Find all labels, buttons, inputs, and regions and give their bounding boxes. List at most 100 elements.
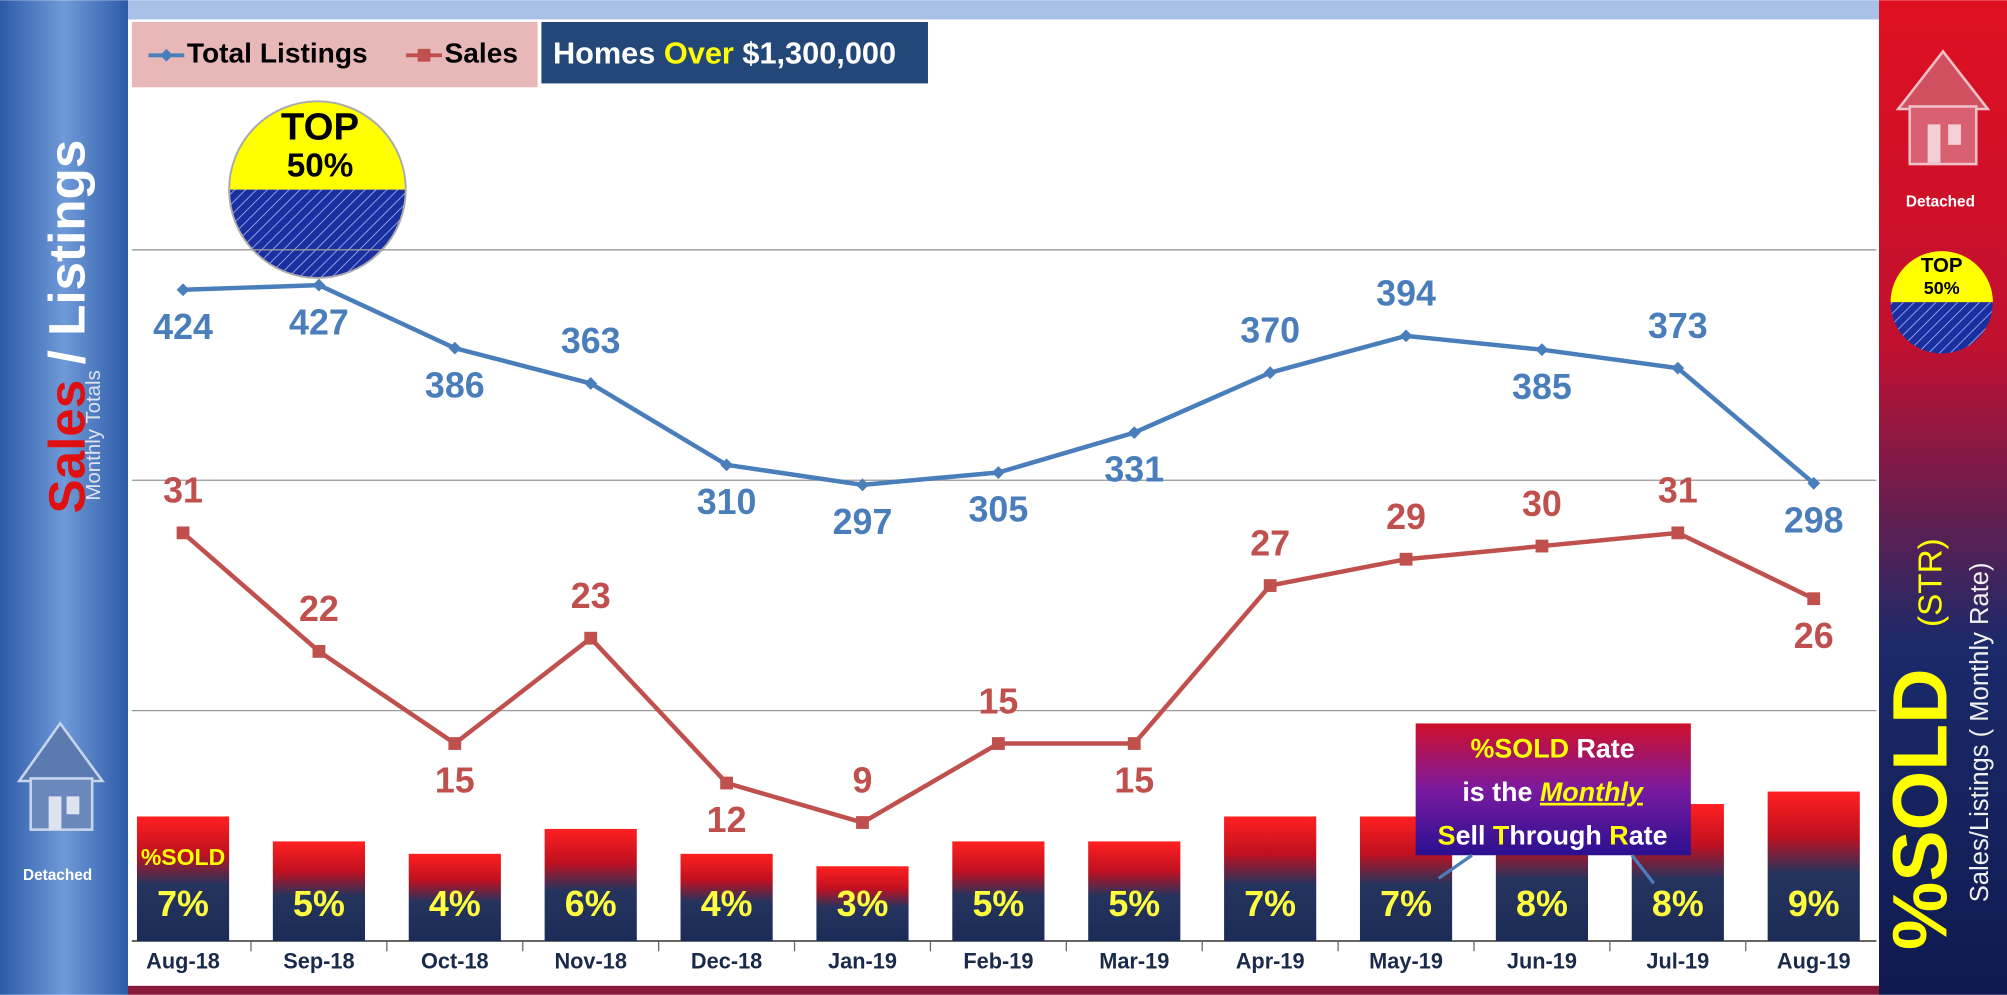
- bar: [1088, 841, 1181, 942]
- house-icon: [16, 721, 105, 831]
- data-label: 373: [1648, 306, 1708, 346]
- marker: [312, 644, 326, 658]
- marker: [312, 278, 326, 292]
- x-tick-label: Jul-19: [1646, 949, 1709, 974]
- bar: [816, 866, 909, 942]
- marker: [1263, 579, 1277, 592]
- bar: [952, 841, 1045, 942]
- bar: [136, 816, 230, 942]
- marker: [1399, 329, 1413, 343]
- marker: [1671, 526, 1685, 540]
- annotation-line: Sell Through Rate: [1438, 820, 1668, 850]
- bar-label: 5%: [1108, 884, 1160, 924]
- badge-text: TOP: [1921, 254, 1963, 277]
- legend-marker: [159, 48, 173, 62]
- annotation-part: %SOLD: [1471, 733, 1570, 763]
- annotation-part: ell: [1456, 820, 1493, 850]
- data-label: 394: [1376, 274, 1436, 314]
- data-label: 15: [978, 681, 1018, 721]
- top-bar: [127, 0, 1880, 20]
- data-label: 15: [1114, 761, 1154, 801]
- left-title-text: Sales / Listings: [38, 140, 95, 514]
- data-label: 370: [1240, 310, 1300, 350]
- bar: [272, 841, 366, 942]
- annotation-part: Rate: [1569, 733, 1635, 763]
- legend-label: Total Listings: [187, 38, 368, 69]
- right-panel: [1879, 0, 2007, 995]
- data-label: 331: [1104, 450, 1164, 490]
- bar: [1224, 816, 1317, 942]
- marker: [1535, 343, 1549, 357]
- x-tick-label: Aug-18: [146, 949, 220, 974]
- marker: [1671, 361, 1685, 375]
- marker: [584, 377, 598, 390]
- data-label: 427: [289, 302, 349, 342]
- marker: [584, 631, 598, 645]
- annotation-part: is the: [1462, 777, 1540, 807]
- house-icon: [1895, 49, 1991, 166]
- x-tick-label: Aug-19: [1777, 949, 1851, 974]
- subtitle-box: [541, 21, 928, 84]
- right-subtitle: Sales/Listings ( Monthly Rate): [1966, 562, 1994, 902]
- data-label: 30: [1522, 484, 1562, 524]
- bar-label: 6%: [565, 884, 617, 924]
- bar-label: 5%: [972, 884, 1024, 924]
- data-label: 12: [707, 800, 747, 840]
- data-label: 26: [1794, 616, 1834, 656]
- right-title-suffix: (STR): [1913, 538, 1950, 627]
- marker: [176, 526, 190, 540]
- annotation: %SOLD Rate is the Monthly Sell Through Rat…: [1415, 723, 1691, 885]
- data-label: 15: [435, 761, 475, 801]
- bar-label: 8%: [1516, 884, 1568, 924]
- bar-label: 4%: [429, 884, 481, 924]
- data-label: 385: [1512, 367, 1572, 407]
- data-label: 22: [299, 589, 339, 629]
- marker: [1127, 737, 1141, 750]
- top-badge: TOP 50%: [228, 100, 407, 279]
- data-label: 29: [1386, 497, 1426, 537]
- annotation-part: ate: [1629, 820, 1668, 850]
- marker: [1399, 552, 1413, 566]
- data-label: 31: [1658, 471, 1698, 511]
- x-tick-label: Sep-18: [283, 949, 354, 974]
- data-label: 363: [561, 321, 621, 361]
- marker: [1807, 476, 1821, 490]
- bar-label: 7%: [1244, 884, 1296, 924]
- bottom-bar: [127, 985, 1880, 995]
- marker: [856, 816, 869, 829]
- annotation-line: %SOLD Rate: [1471, 733, 1635, 763]
- annotation-box: [1415, 723, 1691, 856]
- data-label: 298: [1784, 500, 1844, 540]
- data-label: 386: [425, 365, 485, 405]
- badge-text: TOP: [281, 106, 359, 149]
- annotation-part: R: [1609, 820, 1628, 850]
- marker: [1807, 592, 1821, 606]
- marker: [1535, 539, 1549, 553]
- data-label: 424: [153, 307, 213, 347]
- badge-text: 50%: [287, 148, 354, 185]
- bar: [1767, 791, 1860, 942]
- data-label: 297: [833, 502, 893, 542]
- annotation-arrow: [1437, 853, 1473, 880]
- x-tick-label: Feb-19: [963, 949, 1033, 974]
- annotation-part: Monthly: [1540, 777, 1645, 807]
- x-tick-label: Apr-19: [1236, 949, 1305, 974]
- legend: [131, 21, 538, 88]
- subtitle-part: Homes: [553, 35, 655, 70]
- left-subtitle: Monthly Totals: [82, 370, 105, 500]
- data-label: 305: [968, 490, 1028, 530]
- annotation-line: is the Monthly: [1462, 777, 1645, 807]
- bar-label: 3%: [837, 884, 889, 924]
- annotation-arrow: [1630, 854, 1655, 885]
- bar-label: 5%: [293, 884, 345, 924]
- legend-marker: [417, 48, 431, 62]
- marker: [720, 776, 733, 790]
- bar: [680, 853, 773, 942]
- bar-series-name: %SOLD: [141, 844, 225, 870]
- bar-label: 9%: [1788, 884, 1840, 924]
- annotation-part: T: [1493, 820, 1510, 850]
- right-badge: TOP 50%: [1890, 251, 1993, 354]
- bar: [408, 853, 501, 942]
- title-part: Sales: [38, 380, 95, 514]
